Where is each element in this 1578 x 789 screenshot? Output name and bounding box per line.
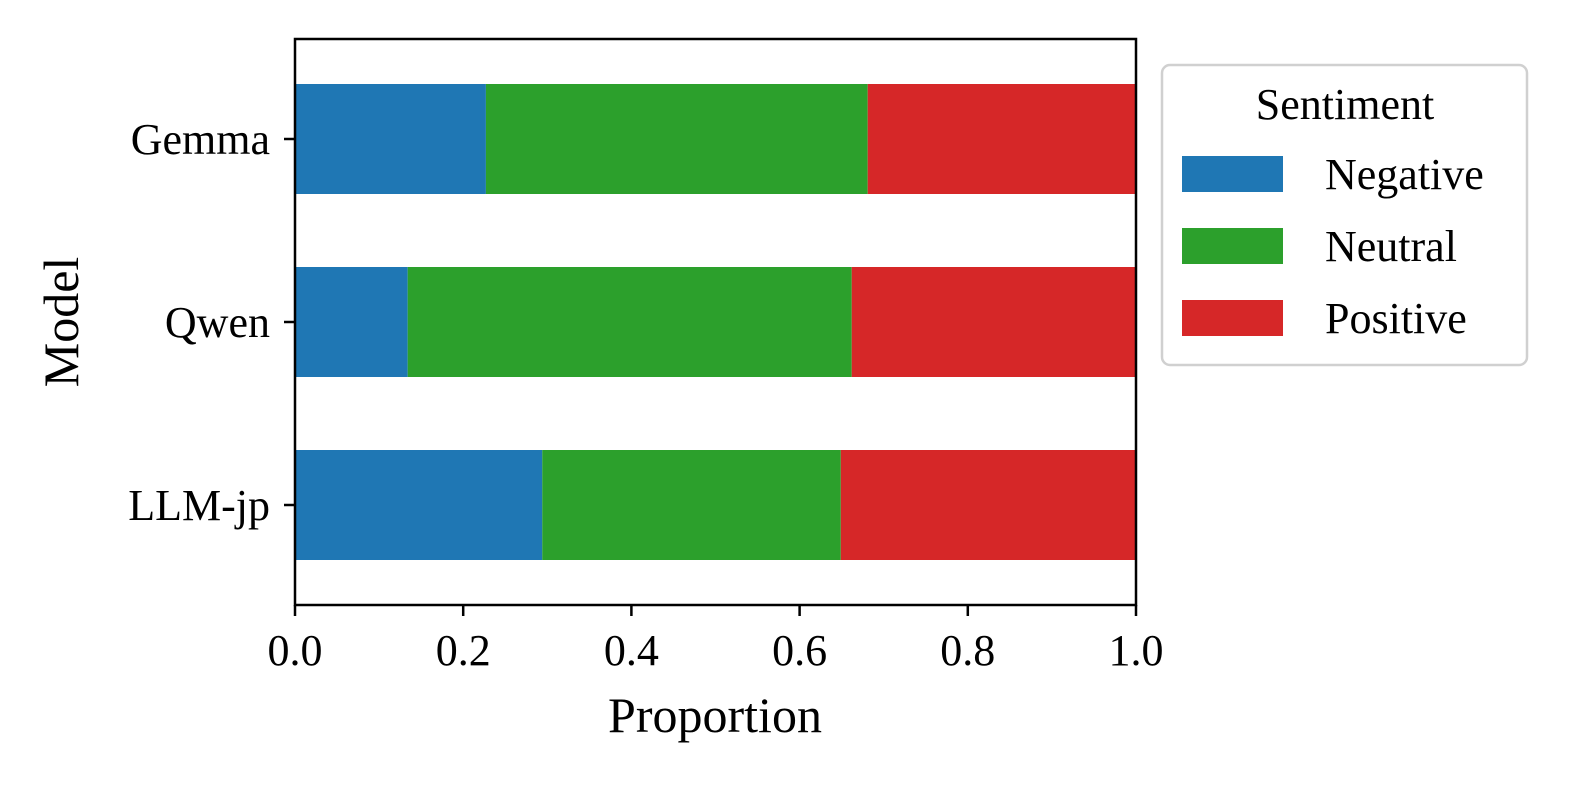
bar-llm-jp-positive bbox=[840, 450, 1136, 560]
legend-label-negative: Negative bbox=[1325, 150, 1484, 199]
bars-layer bbox=[295, 84, 1136, 560]
legend-swatch-negative bbox=[1182, 156, 1283, 192]
legend-swatch-positive bbox=[1182, 300, 1283, 336]
bar-gemma-positive bbox=[867, 84, 1136, 194]
legend-swatch-neutral bbox=[1182, 228, 1283, 264]
legend: Sentiment Negative Neutral Positive bbox=[1160, 63, 1529, 367]
y-axis-ticks: Gemma Qwen LLM-jp bbox=[128, 115, 295, 530]
legend-items: Negative Neutral Positive bbox=[1182, 150, 1484, 343]
x-tick-label: 0.0 bbox=[268, 626, 323, 675]
x-tick-label: 1.0 bbox=[1109, 626, 1164, 675]
bar-llm-jp-negative bbox=[295, 450, 543, 560]
x-tick-label: 0.6 bbox=[772, 626, 827, 675]
y-tick-label: Qwen bbox=[165, 298, 270, 347]
y-tick-label: Gemma bbox=[131, 115, 270, 164]
x-axis-title: Proportion bbox=[608, 687, 822, 743]
y-axis-title: Model bbox=[33, 257, 89, 388]
legend-label-neutral: Neutral bbox=[1325, 222, 1457, 271]
bar-gemma-neutral bbox=[485, 84, 868, 194]
bar-qwen-positive bbox=[851, 267, 1136, 377]
bar-llm-jp-neutral bbox=[542, 450, 841, 560]
x-axis-ticks: 0.0 0.2 0.4 0.6 0.8 1.0 bbox=[268, 605, 1164, 675]
bar-qwen-negative bbox=[295, 267, 408, 377]
x-tick-label: 0.8 bbox=[940, 626, 995, 675]
legend-frame bbox=[1160, 63, 1529, 367]
x-tick-label: 0.4 bbox=[604, 626, 659, 675]
x-tick-label: 0.2 bbox=[436, 626, 491, 675]
bar-qwen-neutral bbox=[407, 267, 852, 377]
legend-title: Sentiment bbox=[1256, 80, 1434, 129]
bar-gemma-negative bbox=[295, 84, 486, 194]
legend-label-positive: Positive bbox=[1325, 294, 1467, 343]
y-tick-label: LLM-jp bbox=[128, 481, 270, 530]
